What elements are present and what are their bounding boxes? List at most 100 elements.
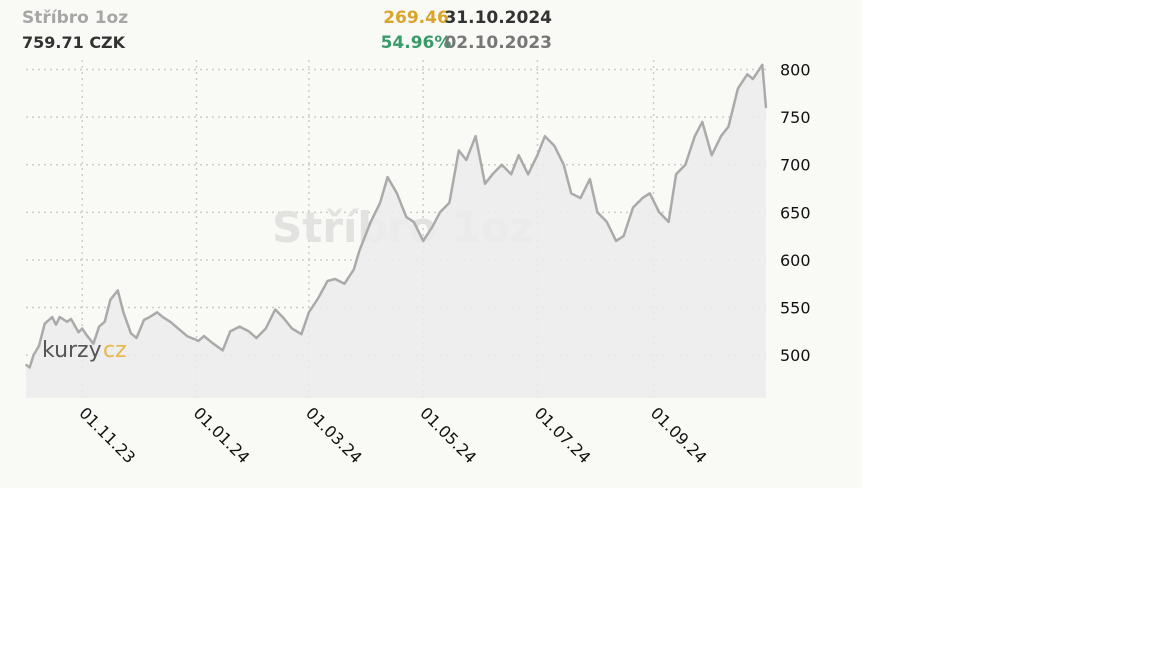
- price-point: [501, 163, 503, 166]
- price-point: [484, 183, 486, 185]
- price-point: [38, 344, 40, 347]
- current-price: 759.71 CZK: [22, 33, 126, 52]
- price-point: [248, 330, 250, 333]
- price-point: [66, 321, 68, 323]
- x-tick-label: 01.07.24: [531, 403, 595, 467]
- price-point: [606, 221, 608, 223]
- price-point: [85, 333, 87, 336]
- price-point: [281, 316, 284, 318]
- price-point: [579, 197, 582, 199]
- price-point: [369, 221, 372, 223]
- price-point: [274, 308, 277, 311]
- price-point: [396, 192, 398, 195]
- price-point: [317, 297, 320, 299]
- price-point: [615, 240, 617, 242]
- price-point: [92, 342, 95, 345]
- price-point: [103, 321, 106, 323]
- price-point: [596, 211, 599, 214]
- price-point: [562, 163, 565, 166]
- price-point: [143, 319, 145, 321]
- price-point: [765, 106, 767, 109]
- price-point: [186, 335, 188, 337]
- price-point: [353, 268, 355, 271]
- price-point: [694, 135, 696, 137]
- price-point: [156, 311, 158, 314]
- instrument-title: Stříbro 1oz: [22, 8, 129, 28]
- logo-part-cz: cz: [103, 338, 127, 363]
- x-tick-label: 01.05.24: [416, 403, 480, 467]
- price-point: [510, 173, 512, 176]
- start-date: 02.10.2023: [444, 33, 552, 53]
- logo-part-kurzy: kurzy: [42, 338, 102, 363]
- price-point: [175, 325, 177, 328]
- price-point: [570, 192, 572, 195]
- price-point: [51, 316, 53, 318]
- price-point: [710, 154, 713, 156]
- chart-panel: Stříbro 1oz 759.71 CZK 269.46 54.96% 31.…: [22, 8, 811, 468]
- price-point: [649, 192, 651, 195]
- price-point: [544, 135, 546, 137]
- price-point: [135, 337, 138, 339]
- price-point: [77, 331, 80, 334]
- price-point: [589, 178, 591, 180]
- price-point: [536, 154, 539, 156]
- price-point: [701, 121, 704, 123]
- price-point: [405, 216, 408, 218]
- absolute-change: 269.46: [383, 8, 449, 28]
- x-tick-label: 01.01.24: [190, 403, 254, 467]
- price-point: [439, 211, 441, 214]
- price-point: [98, 325, 100, 328]
- price-point: [684, 163, 687, 166]
- y-tick-label: 750: [780, 108, 811, 127]
- price-point: [43, 322, 46, 325]
- price-point: [81, 327, 83, 330]
- price-area: [26, 64, 766, 399]
- price-point: [737, 87, 739, 90]
- price-point: [109, 299, 112, 301]
- y-tick-label: 700: [780, 156, 811, 175]
- x-tick-label: 01.11.23: [75, 403, 139, 467]
- y-tick-label: 650: [780, 203, 811, 222]
- price-point: [431, 225, 434, 228]
- price-point: [28, 366, 31, 369]
- price-point: [117, 289, 119, 292]
- price-point: [527, 173, 529, 176]
- price-point: [197, 340, 200, 342]
- price-point: [379, 202, 381, 204]
- price-point: [358, 249, 361, 252]
- price-point: [221, 349, 224, 352]
- price-point: [474, 135, 477, 137]
- price-point: [255, 337, 258, 339]
- x-tick-label: 01.03.24: [302, 403, 366, 467]
- price-point: [422, 240, 425, 242]
- price-point: [720, 135, 722, 137]
- price-point: [265, 327, 267, 330]
- price-point: [203, 335, 205, 337]
- price-point: [326, 280, 329, 282]
- price-point: [727, 125, 730, 128]
- price-point: [641, 197, 644, 199]
- price-point: [761, 64, 764, 66]
- price-point: [32, 354, 35, 357]
- price-point: [70, 318, 72, 320]
- price-point: [212, 342, 215, 345]
- price-point: [343, 282, 346, 285]
- price-point: [169, 321, 172, 323]
- price-point: [667, 221, 670, 223]
- y-tick-label: 600: [780, 251, 811, 270]
- price-point: [55, 323, 57, 326]
- price-point: [130, 332, 132, 335]
- price-point: [465, 159, 468, 161]
- price-point: [162, 316, 164, 318]
- price-point: [413, 221, 415, 223]
- price-point: [386, 176, 389, 178]
- price-point: [746, 73, 749, 76]
- percent-change: 54.96%: [380, 33, 452, 53]
- price-point: [291, 327, 293, 330]
- price-point: [229, 330, 231, 333]
- end-date: 31.10.2024: [444, 8, 552, 28]
- y-tick-label: 500: [780, 346, 811, 365]
- price-point: [58, 316, 61, 318]
- price-point: [25, 363, 27, 366]
- price-point: [632, 206, 634, 209]
